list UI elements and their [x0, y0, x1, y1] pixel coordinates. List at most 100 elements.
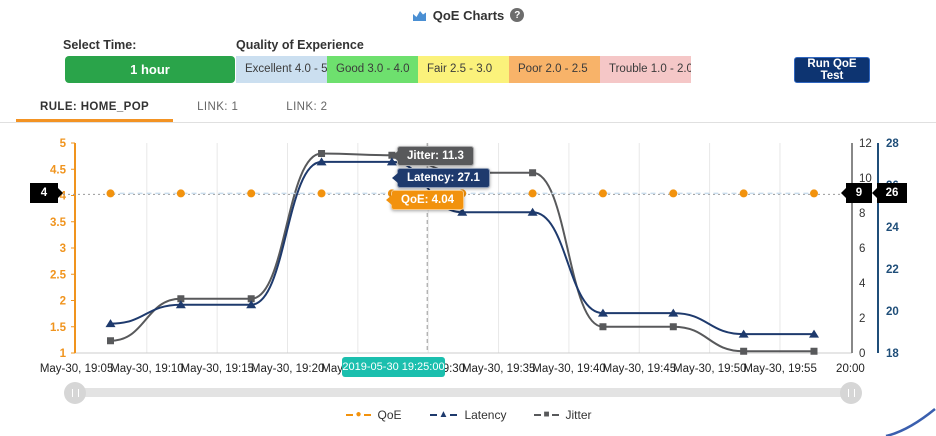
qoe-axis-value-badge: 4: [30, 183, 63, 203]
latency-marker: [527, 207, 538, 216]
slider-track[interactable]: [75, 388, 855, 397]
jitter-marker: [529, 169, 537, 177]
qoe-marker-icon: ●: [344, 410, 372, 420]
jitter-axis-tick-label: 12: [859, 138, 872, 150]
x-axis-hover-badge: 2019-05-30 19:25:00: [342, 357, 445, 377]
x-axis-label: May-30, 19:40: [532, 363, 606, 375]
legend-item-jitter[interactable]: ■ Jitter: [532, 408, 592, 422]
chart-tabs: RULE: HOME_POP LINK: 1 LINK: 2: [0, 95, 936, 123]
jitter-axis-tick-label: 4: [859, 278, 866, 290]
help-icon[interactable]: ?: [510, 8, 525, 22]
tooltip-jitter: Jitter: 11.3: [392, 146, 474, 166]
qoe-chart[interactable]: 54.543.532.521.51121086420282624222018Ma…: [0, 130, 936, 380]
latency-axis-tick-label: 24: [886, 222, 899, 234]
tooltip-arrow-icon: [392, 151, 398, 161]
latency-marker: [457, 207, 468, 216]
x-axis-label: May-30, 19:15: [181, 363, 255, 375]
jitter-marker: [247, 295, 255, 303]
tooltip-qoe: QoE: 4.04: [386, 190, 465, 210]
latency-marker: [386, 157, 397, 166]
x-axis-label: May-30, 19:45: [603, 363, 677, 375]
x-axis-label: 20:00: [836, 363, 865, 375]
qoe-marker: [106, 189, 115, 198]
qoe-band-good: Good 3.0 - 4.0: [327, 56, 418, 83]
latency-marker: [809, 329, 819, 338]
latency-line: [110, 160, 814, 336]
qoe-marker: [247, 189, 256, 198]
qoe-band-trouble: Trouble 1.0 - 2.0: [600, 56, 691, 83]
latency-marker: [175, 300, 186, 309]
page-header: QoE Charts ?: [0, 4, 936, 26]
tab-rule-home-pop[interactable]: RULE: HOME_POP: [16, 95, 174, 122]
legend-item-qoe[interactable]: ● QoE: [344, 408, 402, 422]
qoe-marker: [669, 189, 678, 198]
qoe-scale-title: Quality of Experience: [236, 38, 364, 52]
jitter-marker: [177, 295, 185, 303]
tooltip-arrow-icon: [392, 173, 398, 183]
qoe-marker: [739, 189, 748, 198]
tab-link-2[interactable]: LINK: 2: [286, 101, 328, 113]
run-qoe-test-button[interactable]: Run QoE Test: [794, 57, 870, 83]
latency-marker: [668, 308, 679, 317]
jitter-marker: [388, 151, 396, 159]
qoe-axis-tick-label: 4.5: [50, 164, 67, 176]
jitter-marker: [740, 347, 748, 355]
jitter-axis-tick-label: 10: [859, 173, 872, 185]
jitter-axis-value-badge: 9: [841, 183, 872, 203]
x-axis-label: May-30, 19:20: [251, 363, 325, 375]
qoe-axis-tick-label: 4: [60, 191, 67, 203]
slider-handle-right[interactable]: [840, 382, 862, 404]
latency-axis-tick-label: 28: [886, 138, 899, 150]
latency-marker: [597, 308, 608, 317]
jitter-marker: [318, 150, 326, 157]
x-axis-label: May-30, 19:50: [673, 363, 747, 375]
page-title: QoE Charts: [432, 7, 505, 23]
chart-canvas: 54.543.532.521.51121086420282624222018Ma…: [40, 138, 900, 375]
jitter-marker: [810, 347, 818, 355]
qoe-band-fair: Fair 2.5 - 3.0: [418, 56, 509, 83]
legend-item-latency[interactable]: ▲ Latency: [428, 408, 506, 422]
qoe-axis-tick-label: 1.5: [50, 322, 67, 334]
qoe-marker: [176, 189, 185, 198]
qoe-axis-tick-label: 5: [60, 138, 67, 150]
x-axis-label: May-30, 19:35: [462, 363, 536, 375]
x-axis-label: May-30, 19:10: [110, 363, 184, 375]
qoe-band-poor: Poor 2.0 - 2.5: [509, 56, 600, 83]
tooltip-latency: Latency: 27.1: [392, 168, 490, 188]
qoe-axis-tick-label: 2.5: [50, 269, 67, 281]
jitter-axis-tick-label: 6: [859, 243, 865, 255]
latency-marker: [105, 319, 116, 328]
qoe-marker: [598, 189, 607, 198]
latency-axis-tick-label: 22: [886, 264, 899, 276]
latency-marker: [246, 300, 257, 309]
latency-marker-icon: ▲: [428, 410, 460, 420]
latency-axis-tick-label: 18: [886, 348, 899, 360]
decorative-curve: [885, 408, 936, 436]
x-axis-label: May-30, 19:05: [40, 363, 114, 375]
jitter-axis-tick-label: 8: [859, 208, 865, 220]
qoe-axis-tick-label: 2: [60, 296, 66, 308]
jitter-axis-tick-label: 2: [859, 313, 865, 325]
time-range-slider[interactable]: [0, 381, 936, 405]
latency-marker: [738, 329, 749, 338]
select-time-label: Select Time:: [63, 38, 137, 52]
jitter-marker: [669, 323, 677, 331]
qoe-scale-legend: Excellent 4.0 - 5.0 Good 3.0 - 4.0 Fair …: [236, 56, 691, 83]
area-chart-icon: [412, 10, 426, 21]
qoe-marker: [528, 189, 537, 198]
time-range-button[interactable]: 1 hour: [65, 56, 235, 83]
latency-axis-tick-label: 20: [886, 306, 899, 318]
jitter-marker: [107, 337, 114, 345]
latency-marker: [316, 157, 327, 166]
jitter-marker: [599, 323, 607, 331]
qoe-axis-tick-label: 1: [60, 348, 67, 360]
tab-link-1[interactable]: LINK: 1: [197, 101, 239, 113]
qoe-band-excellent: Excellent 4.0 - 5.0: [236, 56, 327, 83]
x-axis-label: May-30, 19:55: [743, 363, 817, 375]
slider-handle-left[interactable]: [64, 382, 86, 404]
qoe-marker: [317, 189, 326, 198]
series-legend: ● QoE ▲ Latency ■ Jitter: [0, 408, 936, 422]
jitter-marker-icon: ■: [532, 410, 560, 420]
latency-axis-value-badge: 26: [872, 183, 907, 203]
